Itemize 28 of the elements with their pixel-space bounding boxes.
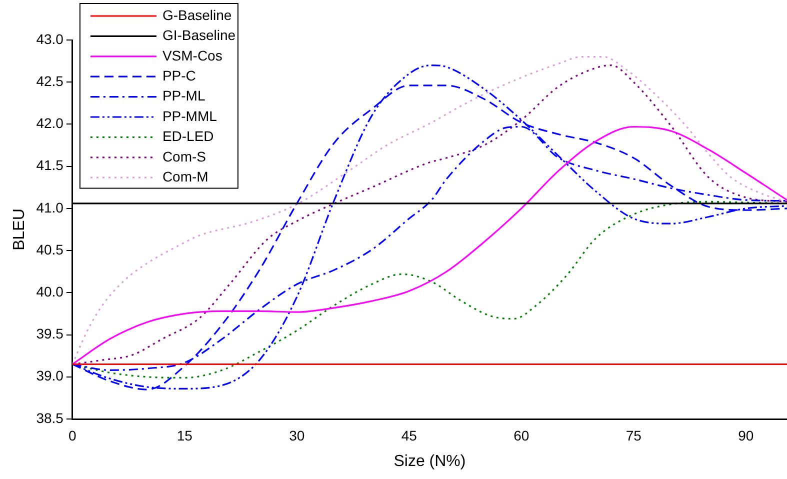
x-tick-label: 45 <box>401 427 418 444</box>
y-tick-label: 39.0 <box>36 368 64 384</box>
y-tick-label: 38.5 <box>36 410 64 426</box>
y-tick-label: 39.5 <box>36 326 64 342</box>
legend-label: PP-MML <box>162 108 218 124</box>
x-tick-label: 60 <box>514 427 530 444</box>
y-axis-title: BLEU <box>11 208 28 250</box>
x-tick-label: 15 <box>176 427 193 444</box>
legend-label: ED-LED <box>162 128 214 144</box>
legend-label: PP-C <box>162 67 196 84</box>
x-tick-label: 90 <box>738 427 754 444</box>
y-tick-label: 40.0 <box>36 284 64 300</box>
x-tick-label: 0 <box>68 427 77 444</box>
legend-label: GI-Baseline <box>162 27 236 44</box>
x-tick-label: 75 <box>626 427 642 444</box>
y-tick-label: 40.5 <box>36 241 64 258</box>
y-tick-label: 41.5 <box>36 157 64 174</box>
legend-label: Com-S <box>162 148 206 164</box>
x-tick-label: 30 <box>289 427 305 444</box>
legend-label: G-Baseline <box>162 6 232 23</box>
legend-label: Com-M <box>162 168 208 184</box>
legend-label: VSM-Cos <box>162 47 222 64</box>
y-tick-label: 41.0 <box>36 199 64 216</box>
y-tick-label: 42.0 <box>36 115 64 132</box>
x-axis-title: Size (N%) <box>394 452 466 470</box>
y-tick-label: 42.5 <box>36 72 64 89</box>
y-tick-label: 43.0 <box>36 30 64 47</box>
legend-label: PP-ML <box>162 88 206 104</box>
